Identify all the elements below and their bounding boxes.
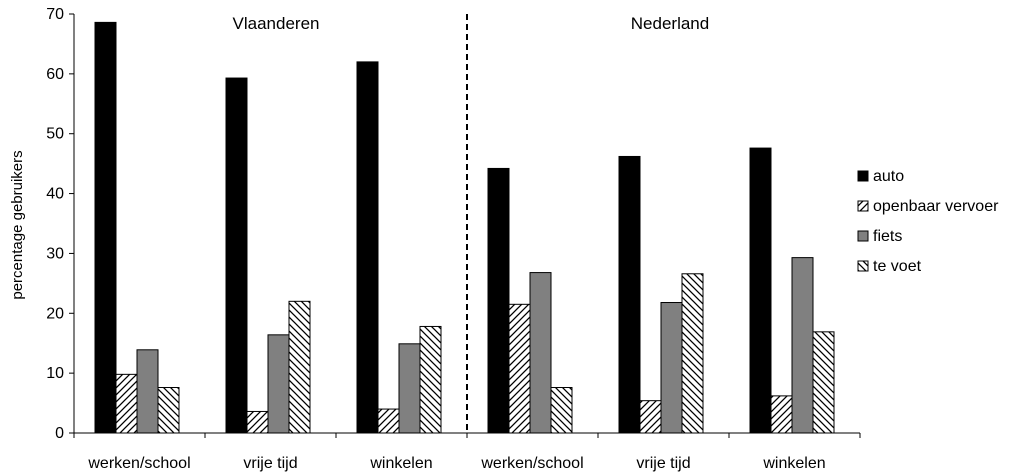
legend-label-openbaar-vervoer: openbaar vervoer [873, 198, 999, 215]
bar-fiets-5 [791, 257, 814, 434]
bar-fiets-4 [660, 302, 683, 434]
x-tick-label: werken/school [480, 455, 583, 472]
bars-layer [94, 21, 835, 434]
y-tick-label: 50 [46, 126, 64, 143]
y-tick-label: 40 [46, 186, 64, 203]
legend-label-fiets: fiets [873, 228, 902, 245]
bar-fiets-0 [136, 349, 159, 434]
bar-auto-4 [618, 155, 641, 434]
bar-openbaar-vervoer-0 [115, 373, 138, 434]
bar-auto-0 [94, 21, 117, 434]
bar-fiets-2 [398, 343, 421, 434]
bar-te-voet-1 [288, 300, 311, 434]
bar-auto-5 [749, 147, 772, 434]
y-tick-label: 60 [46, 66, 64, 83]
legend-label-auto: auto [873, 168, 904, 185]
bar-openbaar-vervoer-5 [770, 395, 793, 434]
x-tick-label: werken/school [87, 455, 190, 472]
bar-openbaar-vervoer-4 [639, 400, 662, 434]
bar-fiets-3 [529, 272, 552, 434]
bar-auto-3 [487, 167, 510, 434]
legend: auto openbaar vervoer fiets te voet [857, 168, 999, 275]
axes-layer: 0 10 20 30 40 50 60 70 werken/school vrije tijd wi… [46, 6, 861, 472]
legend-swatch-auto [857, 170, 869, 182]
region-label-nederland: Nederland [631, 14, 709, 33]
legend-label-te-voet: te voet [873, 258, 922, 275]
bar-openbaar-vervoer-1 [246, 410, 269, 434]
x-tick-label: vrije tijd [636, 455, 690, 472]
y-axis-title: percentage gebruikers [9, 150, 26, 299]
bar-te-voet-0 [157, 387, 180, 434]
y-tick-label: 0 [55, 425, 64, 442]
bar-fiets-1 [267, 334, 290, 434]
x-tick-label: winkelen [369, 455, 432, 472]
y-tick-label: 20 [46, 305, 64, 322]
legend-swatch-openbaar-vervoer [857, 200, 869, 212]
bar-openbaar-vervoer-3 [508, 303, 531, 434]
x-tick-label: winkelen [762, 455, 825, 472]
bar-openbaar-vervoer-2 [377, 408, 400, 434]
bar-te-voet-4 [681, 273, 704, 434]
bar-te-voet-5 [812, 331, 835, 434]
region-label-vlaanderen: Vlaanderen [233, 14, 320, 33]
y-tick-label: 30 [46, 245, 64, 262]
bar-auto-1 [225, 77, 248, 434]
bar-te-voet-2 [419, 325, 442, 434]
bar-auto-2 [356, 61, 379, 434]
bar-te-voet-3 [550, 387, 573, 434]
legend-swatch-fiets [857, 230, 869, 242]
y-tick-label: 70 [46, 6, 64, 23]
x-tick-label: vrije tijd [243, 455, 297, 472]
legend-swatch-te-voet [857, 260, 869, 272]
y-tick-label: 10 [46, 365, 64, 382]
